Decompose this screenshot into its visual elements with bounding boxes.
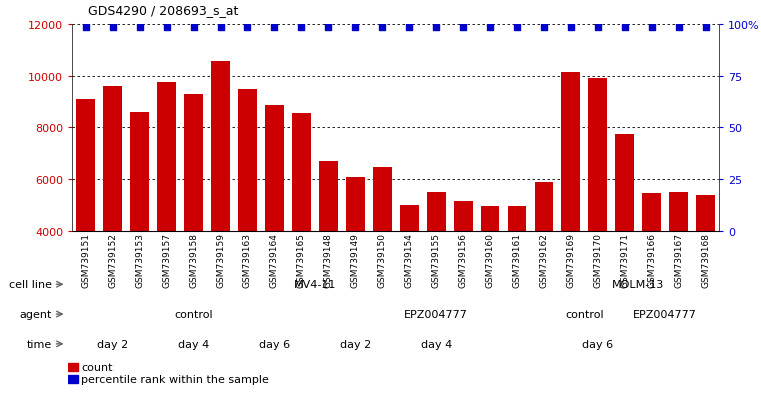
Point [295, 25, 307, 31]
Point [645, 25, 658, 31]
Bar [76, 100, 95, 231]
Bar [184, 95, 203, 231]
Point [565, 25, 577, 31]
Text: MOLM-13: MOLM-13 [612, 280, 664, 290]
Point [592, 25, 604, 31]
Point [376, 25, 388, 31]
Text: count: count [81, 362, 113, 372]
Text: day 6: day 6 [259, 339, 290, 349]
Bar [616, 135, 634, 231]
Point [322, 25, 334, 31]
Bar [534, 182, 553, 231]
Text: day 4: day 4 [178, 339, 209, 349]
Bar [265, 106, 284, 231]
Text: time: time [27, 339, 52, 349]
Text: GDS4290 / 208693_s_at: GDS4290 / 208693_s_at [88, 4, 238, 17]
Bar [562, 73, 581, 231]
Bar [345, 177, 365, 231]
Point [187, 25, 199, 31]
Bar [454, 202, 473, 231]
Text: EPZ004777: EPZ004777 [404, 309, 468, 319]
Bar [103, 87, 123, 231]
Point [699, 25, 712, 31]
Text: control: control [174, 309, 213, 319]
Text: MV4-11: MV4-11 [294, 280, 336, 290]
Point [538, 25, 550, 31]
Text: control: control [565, 309, 603, 319]
Point [134, 25, 146, 31]
Bar [68, 363, 78, 371]
Point [161, 25, 173, 31]
Bar [696, 195, 715, 231]
Bar [669, 192, 688, 231]
Point [619, 25, 631, 31]
Point [215, 25, 227, 31]
Point [349, 25, 361, 31]
Bar [588, 79, 607, 231]
Bar [238, 89, 257, 231]
Bar [211, 62, 230, 231]
Bar [319, 161, 338, 231]
Point [430, 25, 442, 31]
Text: percentile rank within the sample: percentile rank within the sample [81, 375, 269, 385]
Bar [427, 192, 446, 231]
Point [457, 25, 470, 31]
Bar [642, 194, 661, 231]
Text: agent: agent [20, 309, 52, 319]
Text: day 2: day 2 [339, 339, 371, 349]
Bar [508, 207, 527, 231]
Bar [373, 168, 392, 231]
Point [511, 25, 523, 31]
Text: day 6: day 6 [582, 339, 613, 349]
Point [241, 25, 253, 31]
Point [107, 25, 119, 31]
Point [269, 25, 281, 31]
Text: cell line: cell line [9, 280, 52, 290]
Point [484, 25, 496, 31]
Point [80, 25, 92, 31]
Text: day 2: day 2 [97, 339, 129, 349]
Bar [68, 375, 78, 383]
Bar [400, 206, 419, 231]
Bar [292, 114, 310, 231]
Bar [130, 113, 149, 231]
Text: day 4: day 4 [421, 339, 452, 349]
Point [673, 25, 685, 31]
Bar [158, 83, 176, 231]
Text: EPZ004777: EPZ004777 [633, 309, 697, 319]
Bar [481, 207, 499, 231]
Point [403, 25, 416, 31]
